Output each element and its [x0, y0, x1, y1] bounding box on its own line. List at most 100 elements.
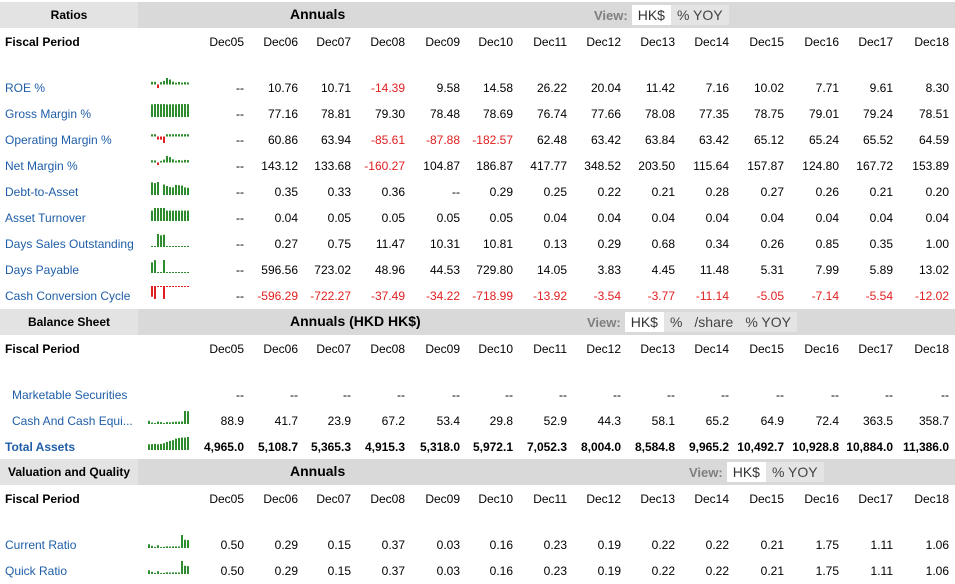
table-cell: 0.29: [274, 538, 298, 552]
view-option-percent[interactable]: %: [663, 312, 689, 332]
year-header: Dec16: [804, 35, 839, 49]
table-cell: 67.2: [381, 414, 405, 428]
table-cell: 0.05: [489, 211, 513, 225]
view-toggle: View: HK$ % /share % YOY: [587, 312, 797, 332]
row-label[interactable]: Cash And Cash Equi...: [12, 414, 133, 428]
year-header: Dec10: [478, 492, 513, 506]
table-cell: 78.48: [429, 107, 460, 121]
sparkline[interactable]: [148, 410, 190, 425]
sparkline-bar: [178, 185, 180, 195]
row-label[interactable]: Days Payable: [5, 263, 80, 277]
view-option-yoy[interactable]: % YOY: [739, 312, 797, 332]
view-option-per-share[interactable]: /share: [688, 312, 740, 332]
balance-section-header: Balance Sheet Annuals (HKD HK$) View: HK…: [0, 309, 955, 335]
table-cell: --: [397, 388, 405, 402]
sparkline-bar: [151, 422, 153, 424]
sparkline[interactable]: [148, 384, 190, 399]
table-cell: --: [236, 185, 244, 199]
sparkline-bar: [178, 82, 180, 85]
table-cell: 63.42: [698, 133, 729, 147]
table-cell: 5,108.7: [257, 440, 298, 454]
sparkline-bar: [163, 184, 165, 195]
sparkline-bar: [169, 440, 171, 450]
sparkline[interactable]: [148, 560, 190, 575]
year-header: Dec05: [209, 35, 244, 49]
table-cell: 64.9: [760, 414, 784, 428]
year-header: Dec17: [858, 342, 893, 356]
table-cell: 5,318.0: [419, 440, 460, 454]
sparkline-bar: [187, 272, 189, 273]
row-label[interactable]: Current Ratio: [5, 538, 77, 552]
table-cell: 4,965.0: [203, 440, 244, 454]
table-cell: --: [559, 388, 567, 402]
table-cell: --: [236, 211, 244, 225]
table-row: Days Payable -- 596.56 723.02 48.96 44.53 729.…: [0, 256, 955, 282]
table-cell: 0.23: [543, 564, 567, 578]
sparkline-bar: [151, 286, 153, 297]
sparkline[interactable]: [148, 534, 190, 549]
table-cell: 79.01: [808, 107, 839, 121]
year-header: Dec07: [316, 342, 351, 356]
row-label[interactable]: Marketable Securities: [12, 388, 128, 402]
sparkline-bar: [151, 81, 153, 85]
sparkline-bar: [172, 134, 174, 137]
sparkline-bar: [172, 187, 174, 195]
sparkline[interactable]: [148, 436, 190, 451]
sparkline-bar: [166, 156, 168, 163]
table-cell: -5.05: [756, 289, 784, 303]
table-cell: 0.04: [274, 211, 298, 225]
table-cell: --: [236, 81, 244, 95]
table-row: Total Assets 4,965.0 5,108.7 5,365.3 4,915.3…: [0, 433, 955, 459]
sparkline[interactable]: [148, 233, 190, 248]
row-label[interactable]: Debt-to-Asset: [5, 185, 79, 199]
view-option-hkd[interactable]: HK$: [726, 462, 766, 482]
sparkline-bar: [163, 136, 165, 143]
table-cell: 44.53: [429, 263, 460, 277]
table-cell: --: [885, 388, 893, 402]
sparkline-bar: [157, 421, 159, 424]
sparkline-bar: [163, 208, 165, 221]
section-label: Ratios: [0, 2, 138, 28]
row-label[interactable]: Asset Turnover: [5, 211, 86, 225]
row-label[interactable]: Quick Ratio: [5, 564, 68, 578]
sparkline[interactable]: [148, 181, 190, 196]
sparkline-bar: [178, 104, 180, 117]
table-cell: 10,884.0: [846, 440, 893, 454]
sparkline[interactable]: [148, 285, 190, 300]
table-row: Cash Conversion Cycle -- -596.29 -722.27 -37…: [0, 282, 955, 308]
row-label[interactable]: Days Sales Outstanding: [5, 237, 134, 251]
view-option-hkd[interactable]: HK$: [631, 5, 671, 25]
view-option-yoy[interactable]: % YOY: [670, 5, 729, 25]
year-header: Dec08: [370, 35, 405, 49]
table-cell: 0.05: [436, 211, 460, 225]
sparkline-bar: [154, 134, 156, 137]
sparkline-bar: [169, 546, 171, 548]
table-cell: 0.85: [815, 237, 839, 251]
view-option-hkd[interactable]: HK$: [624, 312, 664, 332]
sparkline[interactable]: [148, 129, 190, 144]
row-label[interactable]: Total Assets: [5, 440, 76, 454]
sparkline[interactable]: [148, 259, 190, 274]
table-cell: --: [667, 388, 675, 402]
row-label[interactable]: Net Margin %: [5, 159, 78, 173]
row-label[interactable]: ROE %: [5, 81, 46, 95]
sparkline[interactable]: [148, 155, 190, 170]
table-cell: 1.06: [925, 564, 949, 578]
row-label[interactable]: Gross Margin %: [5, 107, 92, 121]
sparkline-bar: [178, 286, 180, 287]
sparkline[interactable]: [148, 103, 190, 118]
sparkline[interactable]: [148, 77, 190, 92]
view-option-yoy[interactable]: % YOY: [765, 462, 824, 482]
view-toggle: View: HK$ % YOY: [689, 462, 824, 482]
table-cell: 5,365.3: [310, 440, 351, 454]
table-cell: --: [505, 388, 513, 402]
table-cell: 77.16: [267, 107, 298, 121]
row-label[interactable]: Cash Conversion Cycle: [5, 289, 131, 303]
sparkline[interactable]: [148, 207, 190, 222]
table-cell: --: [613, 388, 621, 402]
sparkline-bar: [166, 572, 168, 574]
view-toggle: View: HK$ % YOY: [594, 5, 729, 25]
sparkline-bar: [157, 182, 159, 195]
row-label[interactable]: Operating Margin %: [5, 133, 112, 147]
table-cell: --: [831, 388, 839, 402]
